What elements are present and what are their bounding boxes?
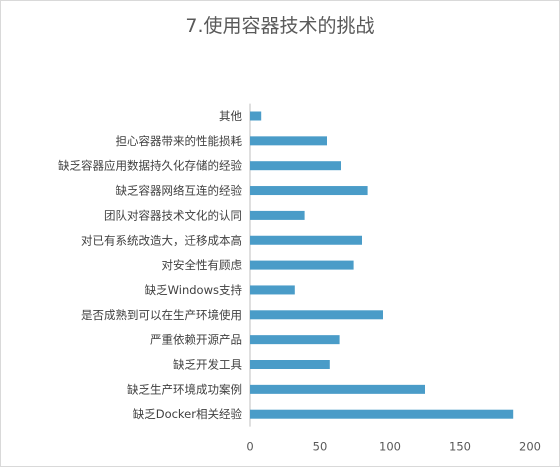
category-label: 对安全性有顾虑	[162, 258, 243, 272]
bar	[250, 260, 354, 270]
category-label: 其他	[219, 109, 242, 123]
category-label: 是否成熟到可以在生产环境使用	[81, 308, 242, 322]
category-label: 团队对容器技术文化的认同	[104, 208, 242, 222]
category-label: 担心容器带来的性能损耗	[116, 134, 243, 148]
bar	[250, 285, 295, 295]
bar	[250, 161, 341, 171]
x-tick-label: 200	[519, 440, 541, 454]
category-label: 缺乏Docker相关经验	[133, 407, 243, 421]
bar	[250, 235, 362, 245]
x-tick-label: 150	[449, 440, 471, 454]
bar	[250, 409, 514, 419]
category-label: 缺乏容器应用数据持久化存储的经验	[58, 159, 242, 173]
category-label: 对已有系统改造大，迁移成本高	[81, 233, 242, 247]
x-tick-label: 100	[379, 440, 401, 454]
category-label: 缺乏生产环境成功案例	[127, 382, 242, 396]
bar	[250, 210, 305, 220]
category-label: 缺乏容器网络互连的经验	[116, 184, 243, 198]
bar	[250, 310, 383, 320]
bar	[250, 186, 368, 196]
bar	[250, 360, 330, 369]
x-tick-label: 50	[313, 440, 328, 454]
category-label: 缺乏Windows支持	[145, 283, 243, 297]
bar	[250, 136, 327, 146]
x-tick-label: 0	[246, 440, 253, 454]
category-label: 缺乏开发工具	[173, 358, 242, 372]
chart-title: 7.使用容器技术的挑战	[185, 15, 375, 37]
bar	[250, 111, 262, 121]
bar	[250, 384, 425, 394]
category-label: 严重依赖开源产品	[150, 333, 242, 347]
bar	[250, 335, 340, 345]
